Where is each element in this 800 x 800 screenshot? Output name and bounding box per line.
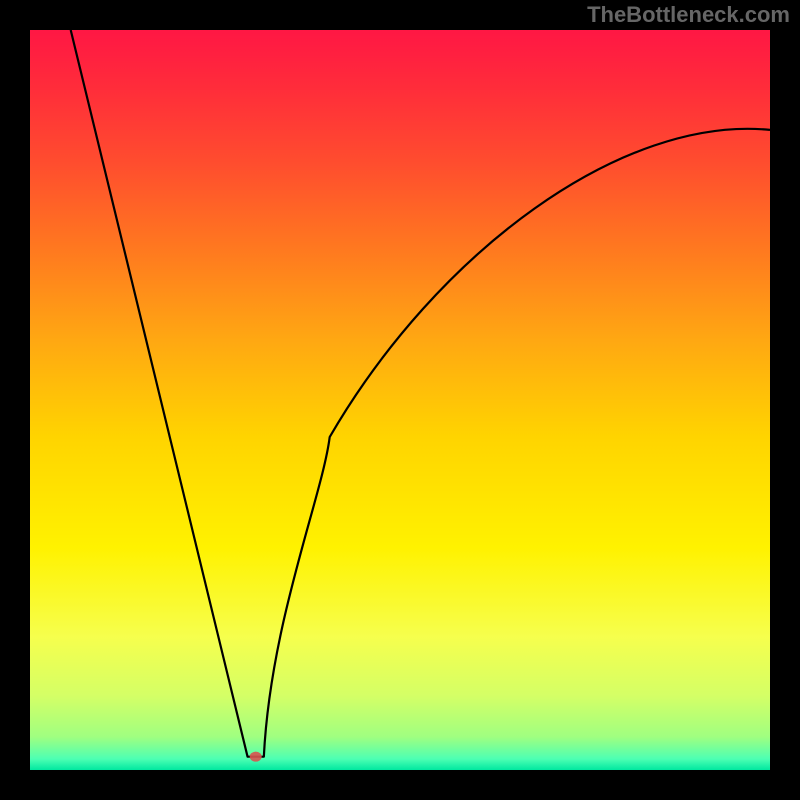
chart-container: TheBottleneck.com: [0, 0, 800, 800]
plot-background: [30, 30, 770, 770]
plot-area: [30, 30, 770, 770]
chart-svg: [30, 30, 770, 770]
watermark-text: TheBottleneck.com: [587, 2, 790, 28]
optimum-marker: [250, 752, 262, 762]
